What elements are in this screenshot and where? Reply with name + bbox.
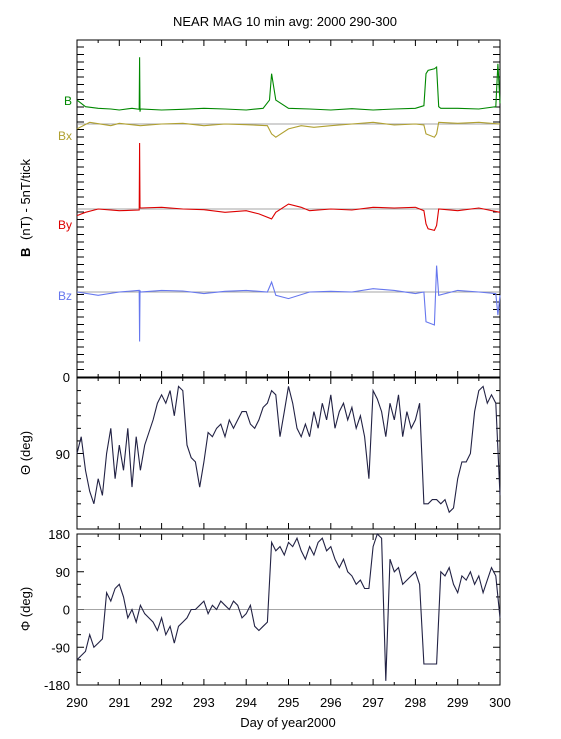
x-axis-label: Day of year2000 [240,715,335,730]
tick-marks [76,40,501,378]
x-tick-label: 298 [405,695,427,710]
x-tick-label: 294 [235,695,257,710]
y-tick-label: 90 [56,565,70,580]
series-line-by [76,142,501,232]
x-tick-label: 299 [447,695,469,710]
series-line-b [76,57,501,112]
y-axis-label: Θ (deg) [18,431,33,475]
series-label-bz: Bz [58,289,72,303]
y-tick-label: 180 [48,527,70,542]
y-tick-label: -90 [51,640,70,655]
series-line-bx [76,121,501,138]
magnetic-field-panel: B Bx By Bz 0 B (nT) - 5nT/tick [18,39,501,385]
phi-line [76,532,501,681]
chart-title: NEAR MAG 10 min avg: 2000 290-300 [173,14,397,29]
y-axis-label: Φ (deg) [18,587,33,631]
tick-marks [76,377,501,530]
y-tick-label-90: 90 [56,447,70,462]
x-tick-label: 300 [489,695,511,710]
theta-panel: 90 Θ (deg) [18,377,501,530]
series-line-bz [76,265,501,342]
x-tick-label: 290 [66,695,88,710]
y-tick-label: -180 [44,678,70,693]
y-tick-labels: -180 -90 0 90 180 [44,527,70,693]
x-tick-label: 295 [278,695,300,710]
x-tick-label: 296 [320,695,342,710]
y-axis-label-rest: (nT) - 5nT/tick [18,159,33,240]
series-label-by: By [58,218,72,232]
y-axis-label-bold: B [18,248,33,257]
series-label-bx: Bx [58,129,72,143]
x-tick-label: 293 [193,695,215,710]
series-label-b: B [64,94,72,108]
x-tick-label: 297 [362,695,384,710]
panel-frame [76,377,501,530]
series-lines [76,385,501,514]
y-tick-label: 0 [63,603,70,618]
x-tick-label: 292 [151,695,173,710]
x-tick-label: 291 [108,695,130,710]
y-tick-label-0: 0 [63,370,70,385]
x-tick-labels: 290 291 292 293 294 295 296 297 298 299 300 [66,695,511,710]
series-labels: B Bx By Bz [58,94,72,303]
series-lines [76,532,501,681]
theta-line [76,385,501,514]
tick-marks [76,533,501,686]
phi-panel: -180 -90 0 90 180 Φ (deg) 290 291 292 293 294 295… [18,527,511,730]
y-axis-label: B (nT) - 5nT/tick [18,159,33,257]
series-lines [76,57,501,342]
